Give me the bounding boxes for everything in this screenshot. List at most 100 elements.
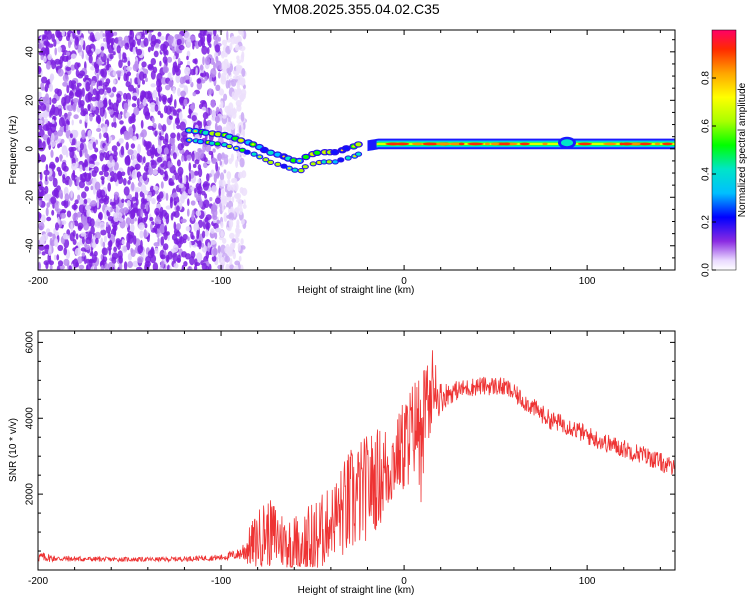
spectrogram-noise-cell — [231, 91, 235, 100]
spectrogram-noise-cell — [132, 260, 139, 268]
spectrogram-noise-cell — [83, 173, 88, 177]
spectrogram-noise-cell — [153, 185, 159, 191]
spectrogram-harmonic-blob — [267, 150, 274, 155]
spectrogram-noise-cell — [134, 217, 137, 222]
spectrogram-noise-cell — [58, 108, 62, 118]
spectrogram-noise-cell — [208, 150, 214, 156]
spectrogram-noise-cell — [221, 202, 225, 213]
spectrogram-signal-peak — [435, 142, 449, 146]
spectrogram-noise-cell — [116, 93, 121, 98]
spectrogram-noise-cell — [41, 251, 46, 256]
spectrogram-noise-cell — [180, 218, 187, 223]
spectrogram-noise-cell — [173, 221, 177, 230]
spectrogram-noise-cell — [106, 221, 109, 227]
spectrogram-noise-cell — [74, 129, 78, 139]
spectrogram-noise-cell — [72, 230, 76, 237]
spectrogram-noise-cell — [64, 95, 71, 104]
spectrogram-noise-cell — [94, 147, 99, 153]
spectrogram-noise-cell — [38, 140, 43, 149]
spectrogram-noise-cell — [127, 261, 133, 268]
spectrogram-harmonic-blob — [298, 169, 304, 173]
spectrogram-noise-cell — [43, 169, 50, 176]
spectrogram-noise-cell — [131, 113, 136, 120]
spectrogram-noise-cell — [214, 232, 218, 240]
spectrogram-noise-cell — [170, 94, 173, 103]
spectrogram-noise-cell — [177, 166, 184, 176]
spectrogram-noise-cell — [172, 55, 176, 60]
spectrogram-noise-cell — [98, 211, 103, 221]
spectrogram-noise-cell — [113, 31, 118, 36]
spectrogram-signal-peak — [490, 142, 500, 146]
spectrogram-noise-cell — [118, 217, 124, 222]
spectrogram-noise-cell — [226, 121, 232, 130]
spectrogram-noise-cell — [48, 83, 54, 92]
spectrogram-noise-cell — [159, 60, 162, 67]
spectrogram-noise-cell — [187, 198, 190, 206]
spectrogram-noise-cell — [197, 178, 201, 184]
spectrogram-noise-cell — [198, 240, 202, 250]
spectrogram-noise-cell — [227, 69, 232, 76]
spectrogram-noise-cell — [165, 105, 172, 115]
spectrogram-noise-cell — [42, 55, 47, 63]
spectrogram-noise-cell — [235, 228, 242, 234]
spectrogram-noise-cell — [143, 37, 149, 47]
spectrogram-noise-cell — [242, 204, 247, 209]
spectrogram-noise-cell — [91, 254, 97, 263]
spectrogram-noise-cell — [196, 229, 200, 240]
spectrogram-noise-cell — [175, 223, 181, 231]
spectrogram-noise-cell — [42, 96, 49, 101]
spectrogram-noise-cell — [77, 44, 82, 54]
spectrogram-noise-cell — [176, 113, 180, 119]
spectrogram-noise-cell — [46, 216, 52, 222]
spectrogram-noise-cell — [124, 42, 130, 50]
spectrogram-noise-cell — [59, 154, 63, 162]
figure-title: YM08.2025.355.04.02.C35 — [272, 1, 440, 17]
spectrogram-noise-cell — [145, 77, 148, 82]
spectrogram-noise-cell — [195, 151, 200, 162]
spectrogram-noise-cell — [209, 197, 213, 202]
snr-y-tick-label: 2000 — [25, 483, 36, 506]
spectrogram-noise-cell — [231, 78, 237, 87]
spectrogram-noise-cell — [171, 175, 176, 181]
spectrogram-harmonic-blob — [317, 161, 321, 164]
spectrogram-noise-cell — [48, 175, 54, 181]
spectrogram-noise-cell — [67, 111, 72, 117]
spectrogram-signal-peak — [542, 142, 548, 146]
spectrogram-noise-cell — [157, 31, 162, 37]
spectrogram-noise-cell — [175, 67, 181, 76]
spectrogram-noise-cell — [140, 184, 147, 193]
spectrogram-y-tick-label: 20 — [25, 94, 36, 106]
spectrogram-noise-cell — [66, 210, 72, 218]
spectrogram-noise-cell — [76, 82, 82, 87]
spectrogram-noise-cell — [95, 63, 99, 74]
spectrogram-noise-cell — [179, 83, 185, 88]
spectrogram-noise-cell — [208, 43, 212, 48]
spectrogram-noise-cell — [99, 221, 105, 231]
spectrogram-noise-cell — [45, 174, 48, 182]
spectrogram-noise-cell — [181, 191, 188, 200]
spectrogram-noise-cell — [160, 163, 165, 168]
spectrogram-noise-cell — [62, 233, 70, 240]
spectrogram-x-tick-label: -200 — [28, 276, 48, 287]
spectrogram-harmonic-blob — [234, 147, 238, 150]
spectrogram-noise-cell — [108, 44, 114, 54]
spectrogram-noise-cell — [173, 200, 177, 206]
spectrogram-noise-cell — [215, 60, 222, 70]
spectrogram-noise-cell — [115, 205, 121, 215]
spectrogram-noise-cell — [164, 133, 169, 143]
spectrogram-noise-cell — [132, 135, 138, 141]
spectrogram-noise-cell — [56, 88, 63, 97]
spectrogram-harmonic-blob — [275, 162, 281, 166]
spectrogram-noise-cell — [57, 46, 62, 53]
spectrogram-noise-cell — [82, 216, 88, 226]
spectrogram-noise-cell — [85, 244, 91, 250]
spectrogram-noise-cell — [94, 99, 99, 109]
spectrogram-signal-peak — [654, 142, 661, 146]
spectrogram-noise-cell — [145, 143, 149, 151]
spectrogram-noise-cell — [114, 194, 118, 201]
spectrogram-noise-cell — [202, 181, 209, 191]
spectrogram-noise-cell — [89, 259, 93, 268]
spectrogram-noise-cell — [204, 76, 208, 82]
spectrogram-noise-cell — [220, 76, 227, 85]
